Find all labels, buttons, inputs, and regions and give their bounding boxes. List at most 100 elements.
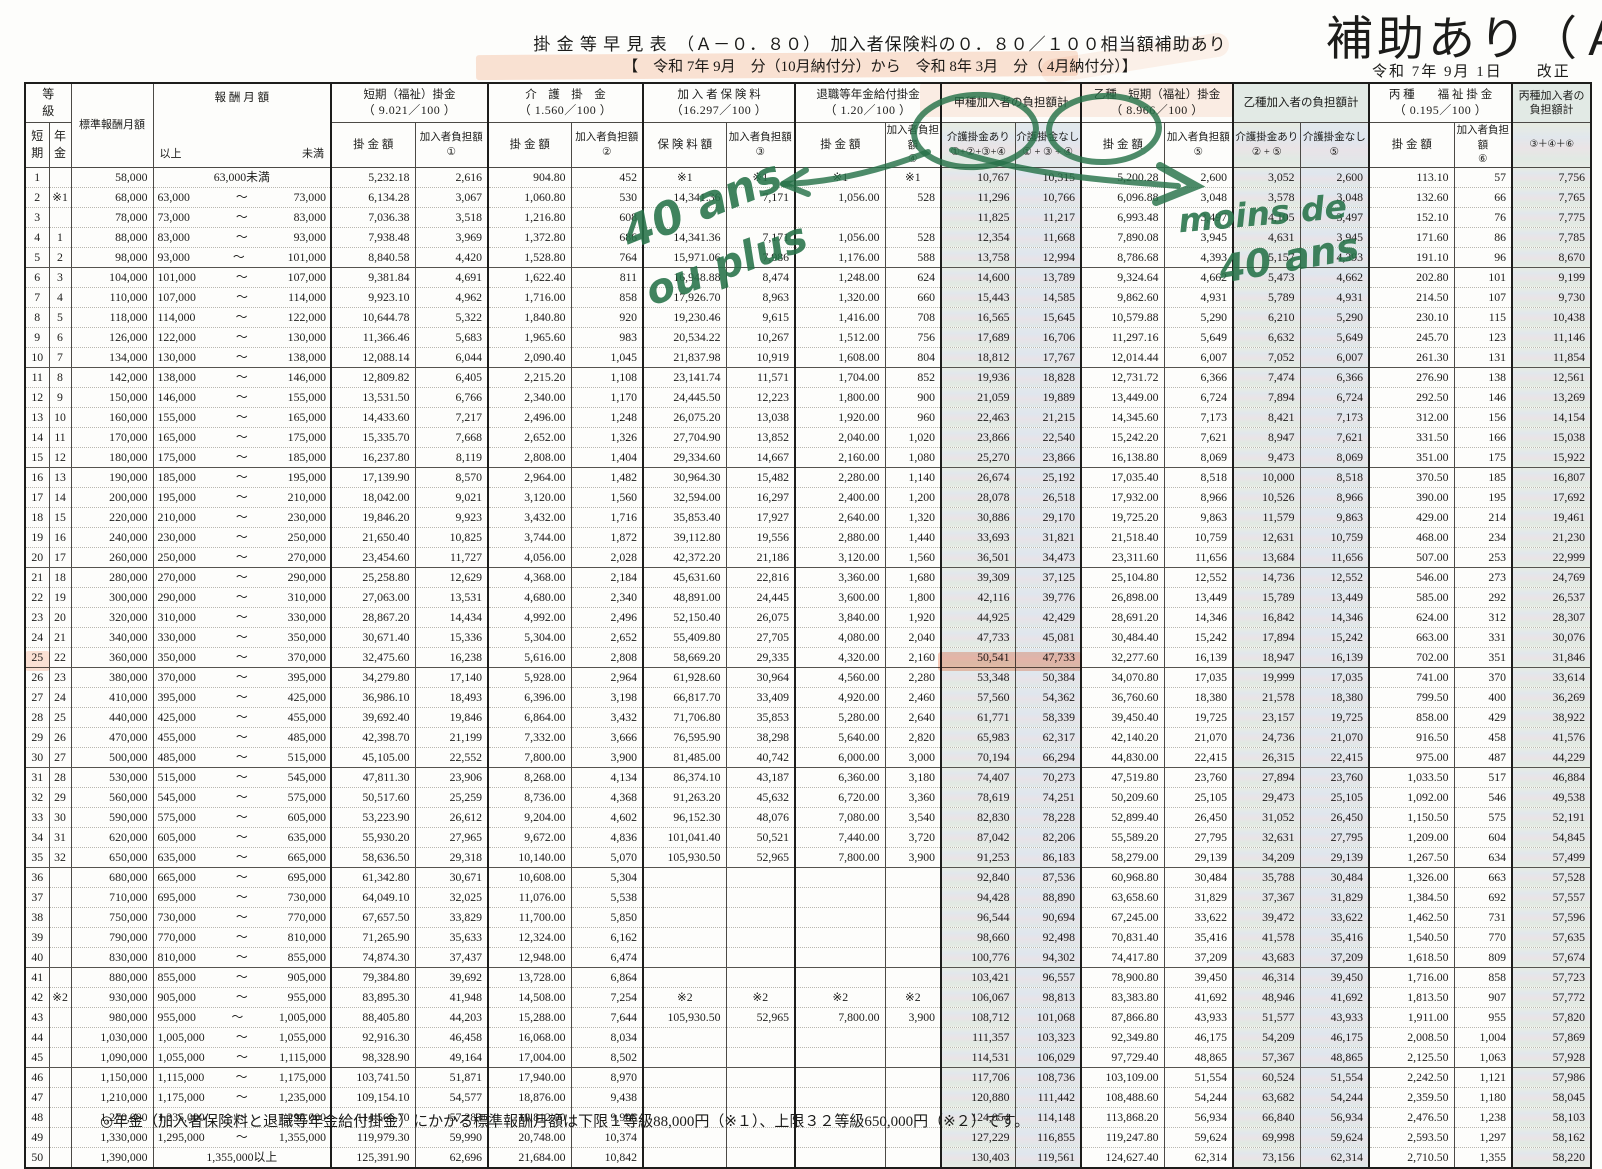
cell: 7,036.38	[330, 207, 416, 228]
cell: 27,894	[1232, 767, 1301, 788]
cell: 665,000 ～ 695,000	[152, 867, 332, 888]
cell: 50,209.60	[1080, 787, 1165, 808]
cell: 171.60	[1368, 227, 1455, 248]
cell: 5,304	[570, 867, 644, 888]
cell: 16,807	[1511, 467, 1592, 488]
cell: 40,742	[725, 747, 796, 768]
cell: 12,223	[725, 387, 796, 408]
cell: 5	[48, 307, 72, 328]
cell: 30,671	[414, 867, 489, 888]
col-header-member-share-5: 加入者負担額 ⑤	[1163, 122, 1234, 168]
cell: 68,000	[70, 187, 154, 208]
cell: 4,962	[414, 287, 489, 308]
cell: 92,840	[940, 867, 1016, 888]
cell: 530	[570, 187, 644, 208]
cell	[794, 1087, 886, 1108]
cell: 1,326.00	[1368, 867, 1455, 888]
cell: 22,540	[1014, 427, 1082, 448]
table-row: 28 25 440,000 425,000 ～ 455,000 39,692.40 19,84…	[24, 707, 1592, 728]
cell: 11,076.00	[487, 887, 572, 908]
cell: 13	[24, 407, 50, 428]
footer-note: ◎年金（加入者保険料と退職等年金給付掛金）にかかる標準報酬月額は下限１等級88,…	[100, 1114, 1030, 1130]
cell: 64,049.10	[330, 887, 416, 908]
cell: 1,320	[884, 507, 942, 528]
cell: 905,000 ～ 955,000	[152, 987, 332, 1008]
cell: 10,579.88	[1080, 307, 1165, 328]
cell: 1,150,000	[70, 1067, 154, 1088]
cell: 3,120.00	[794, 547, 886, 568]
cell: 7,621	[1163, 427, 1234, 448]
cell: 50,541	[940, 647, 1016, 668]
cell: 8,421	[1232, 407, 1301, 428]
cell: 59,624	[1299, 1127, 1370, 1148]
cell: 170,000	[70, 427, 154, 448]
cell: 7,474	[1232, 367, 1301, 388]
cell: 14,433.60	[330, 407, 416, 428]
cell: 200,000	[70, 487, 154, 508]
cell	[884, 1067, 942, 1088]
cell: 39,309	[940, 567, 1016, 588]
cell: 2,242.50	[1368, 1067, 1455, 1088]
cell: 16,948.88	[642, 267, 727, 288]
cell: 30,671.40	[330, 627, 416, 648]
cell: 58,669.20	[642, 647, 727, 668]
col-header-premium-amount: 保 険 料 額	[642, 122, 727, 168]
cell: 26,075	[725, 607, 796, 628]
cell	[48, 167, 72, 188]
table-row: 8 5 118,000 114,000 ～ 122,000 10,644.78 5,322 1,…	[24, 307, 1592, 328]
cell: 74,874.30	[330, 947, 416, 968]
cell: 21,230	[1511, 527, 1592, 548]
cell: 9	[48, 387, 72, 408]
cell: 43,683	[1232, 947, 1301, 968]
cell: 624	[884, 267, 942, 288]
cell: 54,244	[1163, 1087, 1234, 1108]
cell: 2,808.00	[487, 447, 572, 468]
cell: 230.10	[1368, 307, 1455, 328]
cell: 16,237.80	[330, 447, 416, 468]
cell: 27,795	[1299, 827, 1370, 848]
cell: 575,000 ～ 605,000	[152, 807, 332, 828]
table-row: 15 12 180,000 175,000 ～ 185,000 16,237.80 8,119…	[24, 447, 1592, 468]
cell: 290,000 ～ 310,000	[152, 587, 332, 608]
cell: 30,886	[940, 507, 1016, 528]
cell: 14,346	[1299, 607, 1370, 628]
cell: 695,000 ～ 730,000	[152, 887, 332, 908]
cell: 452	[570, 167, 644, 188]
cell: 61,771	[940, 707, 1016, 728]
cell: 5,789	[1232, 287, 1301, 308]
cell: 1,238	[1453, 1107, 1513, 1128]
cell: 1,920.00	[794, 407, 886, 428]
cell: 9,381.84	[330, 267, 416, 288]
cell	[48, 1127, 72, 1148]
cell: 2,040	[884, 627, 942, 648]
cell: 292.50	[1368, 387, 1455, 408]
cell: 1,248.00	[794, 267, 886, 288]
cell: 17,926.70	[642, 287, 727, 308]
table-row: 39 790,000 770,000 ～ 810,000 71,265.90 35,633 1…	[24, 927, 1592, 948]
cell: 7,800.00	[487, 747, 572, 768]
cell: 24,769	[1511, 567, 1592, 588]
cell: 440,000	[70, 707, 154, 728]
cell: 62,696	[414, 1147, 489, 1168]
cell: 770,000 ～ 810,000	[152, 927, 332, 948]
cell: 210,000 ～ 230,000	[152, 507, 332, 528]
cell: 1,355,000以上	[152, 1147, 332, 1168]
cell: 1,020	[884, 427, 942, 448]
cell: 30,076	[1511, 627, 1592, 648]
cell: 900	[884, 387, 942, 408]
cell: 34,070.80	[1080, 667, 1165, 688]
cell	[48, 207, 72, 228]
cell: 22,463	[940, 407, 1016, 428]
cell	[884, 1047, 942, 1068]
cell: 19,725	[1163, 707, 1234, 728]
cell	[725, 207, 796, 228]
cell	[642, 207, 727, 228]
revision-date: 令和 7年 9月 1日 改正	[1372, 64, 1571, 80]
cell: 5,322	[414, 307, 489, 328]
cell: 25	[24, 647, 50, 668]
cell: 66	[1453, 187, 1513, 208]
cell: 6,360.00	[794, 767, 886, 788]
cell: 8,736.00	[487, 787, 572, 808]
cell: 41,948	[414, 987, 489, 1008]
cell: 858	[1453, 967, 1513, 988]
